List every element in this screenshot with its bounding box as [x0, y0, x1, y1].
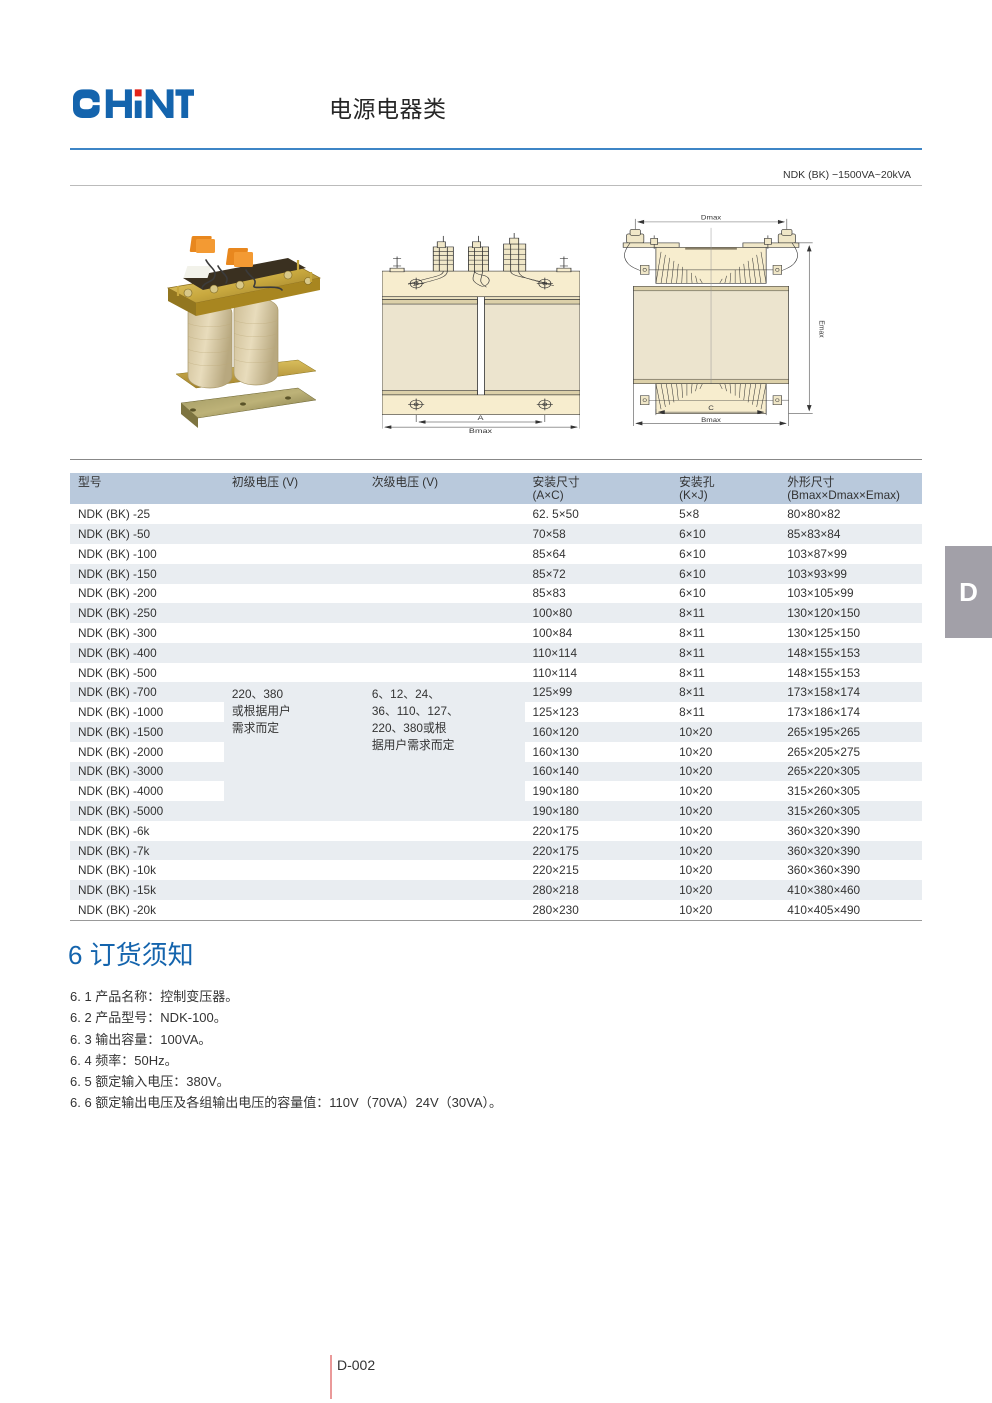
svg-text:A: A — [477, 414, 484, 421]
svg-text:Bmax: Bmax — [701, 415, 721, 423]
svg-text:C: C — [708, 403, 714, 411]
svg-text:Emax: Emax — [817, 320, 825, 338]
svg-text:Dmax: Dmax — [701, 215, 722, 222]
svg-text:Bmax: Bmax — [469, 427, 492, 433]
